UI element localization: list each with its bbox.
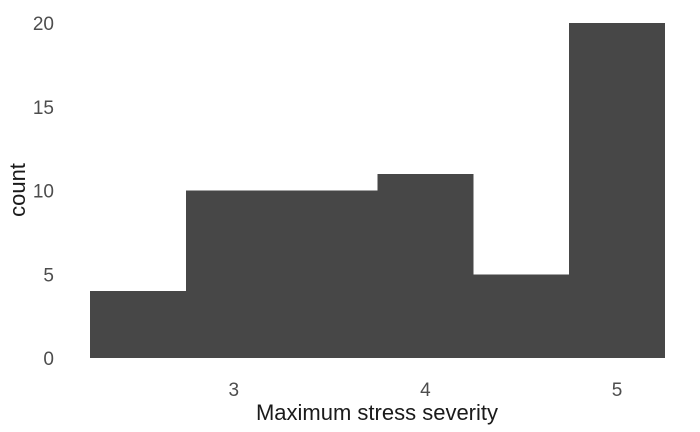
x-tick-labels: 3 4 5: [228, 380, 622, 401]
y-tick-label: 15: [33, 98, 54, 119]
y-tick-label: 5: [43, 265, 54, 286]
y-tick-label: 20: [33, 14, 54, 35]
plot-area: [90, 23, 665, 358]
histogram-bar-6: [569, 23, 665, 358]
y-tick-labels: 0 5 10 15 20: [33, 14, 54, 370]
histogram-bar-1: [90, 291, 186, 358]
x-tick-label: 5: [612, 380, 623, 401]
x-tick-label: 4: [420, 380, 431, 401]
histogram-bar-5: [473, 274, 570, 358]
histogram-bar-4: [377, 173, 474, 358]
y-tick-label: 0: [43, 349, 54, 370]
y-tick-label: 10: [33, 182, 54, 203]
x-axis-title: Maximum stress severity: [256, 400, 498, 425]
x-tick-label: 3: [228, 380, 239, 401]
y-axis-title: count: [5, 163, 30, 217]
histogram-bar-3: [281, 190, 378, 358]
histogram-bar-2: [185, 190, 282, 358]
